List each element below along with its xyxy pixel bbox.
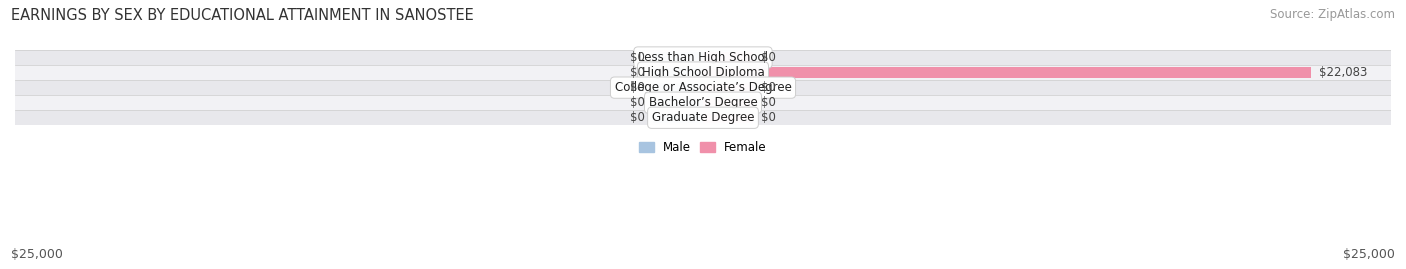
Text: EARNINGS BY SEX BY EDUCATIONAL ATTAINMENT IN SANOSTEE: EARNINGS BY SEX BY EDUCATIONAL ATTAINMEN… — [11, 8, 474, 23]
Text: Graduate Degree: Graduate Degree — [652, 111, 754, 124]
Text: $0: $0 — [761, 51, 776, 64]
Text: $0: $0 — [630, 66, 645, 79]
Text: $0: $0 — [630, 96, 645, 109]
Text: High School Diploma: High School Diploma — [641, 66, 765, 79]
Bar — [654, 67, 703, 78]
Bar — [654, 52, 703, 63]
FancyBboxPatch shape — [15, 95, 1391, 110]
FancyBboxPatch shape — [15, 110, 1391, 125]
Bar — [703, 97, 752, 108]
Text: Bachelor’s Degree: Bachelor’s Degree — [648, 96, 758, 109]
Bar — [654, 97, 703, 108]
Bar — [654, 112, 703, 123]
Text: Source: ZipAtlas.com: Source: ZipAtlas.com — [1270, 8, 1395, 21]
Text: $0: $0 — [761, 96, 776, 109]
Text: $0: $0 — [630, 111, 645, 124]
Bar — [703, 82, 752, 93]
Text: $0: $0 — [630, 51, 645, 64]
FancyBboxPatch shape — [15, 50, 1391, 65]
Text: $25,000: $25,000 — [11, 248, 63, 261]
Bar — [654, 82, 703, 93]
FancyBboxPatch shape — [15, 80, 1391, 95]
FancyBboxPatch shape — [15, 65, 1391, 80]
Text: $22,083: $22,083 — [1319, 66, 1368, 79]
Bar — [703, 52, 752, 63]
Text: $0: $0 — [761, 81, 776, 94]
Bar — [703, 67, 1310, 78]
Text: Less than High School: Less than High School — [638, 51, 768, 64]
Legend: Male, Female: Male, Female — [634, 136, 772, 158]
Text: $0: $0 — [630, 81, 645, 94]
Text: College or Associate’s Degree: College or Associate’s Degree — [614, 81, 792, 94]
Text: $0: $0 — [761, 111, 776, 124]
Text: $25,000: $25,000 — [1343, 248, 1395, 261]
Bar — [703, 112, 752, 123]
